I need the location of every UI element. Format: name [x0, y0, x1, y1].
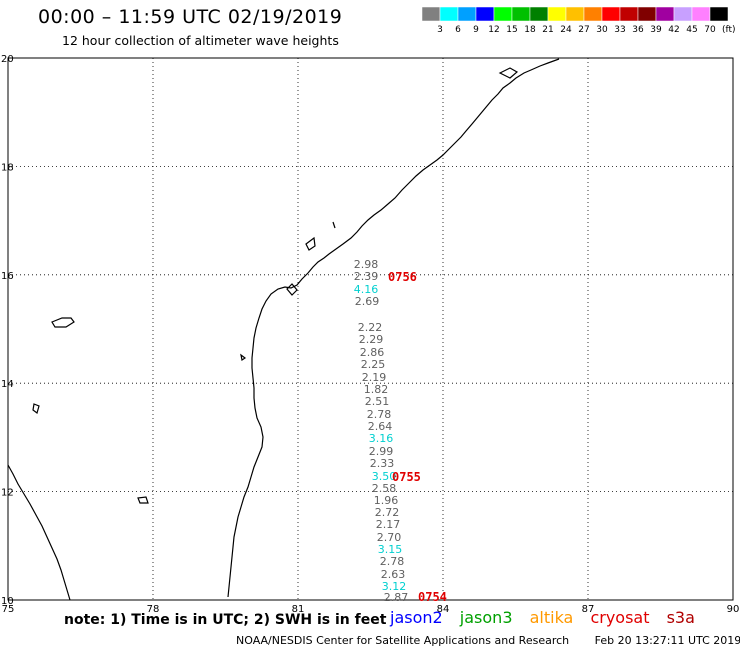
island-west-2 — [32, 403, 40, 415]
wave-height-label: 2.69 — [355, 295, 380, 308]
coastline-gulf-of-mannar — [7, 464, 71, 601]
generated-timestamp: Feb 20 13:27:11 UTC 2019 — [594, 634, 740, 647]
coastline-india-east — [227, 58, 560, 598]
satellite-label: cryosat — [590, 608, 650, 627]
wave-height-readings: 2.982.394.162.69 2.222.292.862.252.191.82… — [354, 258, 409, 604]
lon-tick-label: 90 — [727, 604, 740, 615]
lon-tick-label: 81 — [292, 604, 305, 615]
legend-label: 6 — [455, 25, 461, 35]
wave-height-label: 2.87 — [384, 591, 409, 604]
wave-height-label: 3.12 — [382, 580, 407, 593]
satellite-legend: jason2 jason3 altika cryosat s3a — [390, 608, 707, 627]
wave-height-label: 1.82 — [364, 383, 389, 396]
wave-height-label: 2.29 — [359, 333, 384, 346]
legend-label: 3 — [437, 25, 443, 35]
wave-height-label: 2.78 — [367, 408, 392, 421]
lat-tick-label: 12 — [1, 488, 14, 499]
wave-height-label: 2.39 — [354, 270, 379, 283]
pass-time-label: 0756 — [388, 270, 417, 284]
legend-label: 15 — [506, 25, 517, 35]
legend-label: 18 — [524, 25, 536, 35]
color-legend: 3 6 9 12 15 18 21 24 27 30 33 36 39 42 45 70 (ft) — [421, 6, 735, 35]
island-west-1 — [51, 317, 75, 328]
legend-label: 39 — [650, 25, 662, 35]
lon-tick-label: 75 — [2, 604, 15, 615]
wave-height-label: 2.86 — [360, 346, 385, 359]
wave-height-label: 3.16 — [369, 432, 394, 445]
wave-height-label: 4.16 — [354, 283, 379, 296]
wave-height-label: 2.63 — [381, 568, 406, 581]
map-subtitle: 12 hour collection of altimeter wave hei… — [62, 33, 339, 48]
wave-height-label: 2.78 — [380, 555, 405, 568]
island-coast-2 — [332, 221, 336, 229]
wave-height-label: 2.72 — [375, 506, 400, 519]
legend-label: 33 — [614, 25, 625, 35]
credit-line: NOAA/NESDIS Center for Satellite Applica… — [236, 634, 740, 647]
legend-swatch — [709, 6, 729, 22]
island-delta — [286, 283, 298, 296]
legend-label: 36 — [632, 25, 644, 35]
wave-height-label: 2.70 — [377, 531, 402, 544]
wave-height-label: 2.22 — [358, 321, 383, 334]
wave-height-label: 3.15 — [378, 543, 403, 556]
map-frame — [7, 57, 734, 601]
wave-height-label: 1.96 — [374, 494, 399, 507]
legend-label: 21 — [542, 25, 553, 35]
lon-tick-label: 84 — [437, 604, 450, 615]
wave-height-label: 2.98 — [354, 258, 379, 271]
legend-label: 70 — [704, 25, 716, 35]
legend-label: 9 — [473, 25, 479, 35]
grid-lines — [7, 57, 734, 601]
wave-height-label: 3.50 — [372, 470, 397, 483]
wave-height-label: 2.51 — [365, 395, 390, 408]
island-coast-4 — [498, 67, 519, 79]
legend-label: 45 — [686, 25, 697, 35]
coastline — [7, 58, 560, 601]
satellite-label: jason2 — [390, 608, 443, 627]
island-west-3 — [137, 496, 149, 504]
wave-height-label: 2.25 — [361, 358, 386, 371]
wave-height-label: 2.17 — [376, 518, 401, 531]
satellite-label: jason3 — [459, 608, 513, 627]
wave-height-label: 2.99 — [369, 445, 394, 458]
lat-tick-label: 10 — [1, 596, 14, 607]
lat-tick-label: 20 — [1, 54, 14, 65]
island-coast-1 — [305, 236, 316, 251]
satellite-label: s3a — [666, 608, 695, 627]
legend-unit: (ft) — [722, 25, 735, 35]
credit-text: NOAA/NESDIS Center for Satellite Applica… — [236, 634, 570, 647]
wave-height-label: 2.19 — [362, 371, 387, 384]
map-title: 00:00 – 11:59 UTC 02/19/2019 — [38, 6, 343, 28]
pass-times: 0756 0755 0754 — [388, 270, 447, 604]
pass-time-label: 0754 — [418, 590, 447, 604]
legend-label: 24 — [560, 25, 572, 35]
legend-label: 42 — [668, 25, 679, 35]
wave-height-label: 2.58 — [372, 482, 397, 495]
axis-labels: 75 78 81 84 87 90 20 18 16 14 12 10 — [1, 54, 739, 615]
island-coast-3 — [240, 353, 247, 361]
lat-tick-label: 18 — [1, 162, 14, 173]
lat-tick-label: 14 — [1, 379, 14, 390]
legend-label: 12 — [488, 25, 499, 35]
legend-label: 30 — [596, 25, 608, 35]
wave-height-label: 2.64 — [368, 420, 393, 433]
pass-time-label: 0755 — [392, 470, 421, 484]
satellite-label: altika — [529, 608, 574, 627]
lat-tick-label: 16 — [1, 271, 14, 282]
note-text: note: 1) Time is in UTC; 2) SWH is in fe… — [64, 612, 387, 628]
legend-label: 27 — [578, 25, 589, 35]
wave-height-label: 2.33 — [370, 457, 395, 470]
lon-tick-label: 78 — [147, 604, 160, 615]
lon-tick-label: 87 — [582, 604, 595, 615]
